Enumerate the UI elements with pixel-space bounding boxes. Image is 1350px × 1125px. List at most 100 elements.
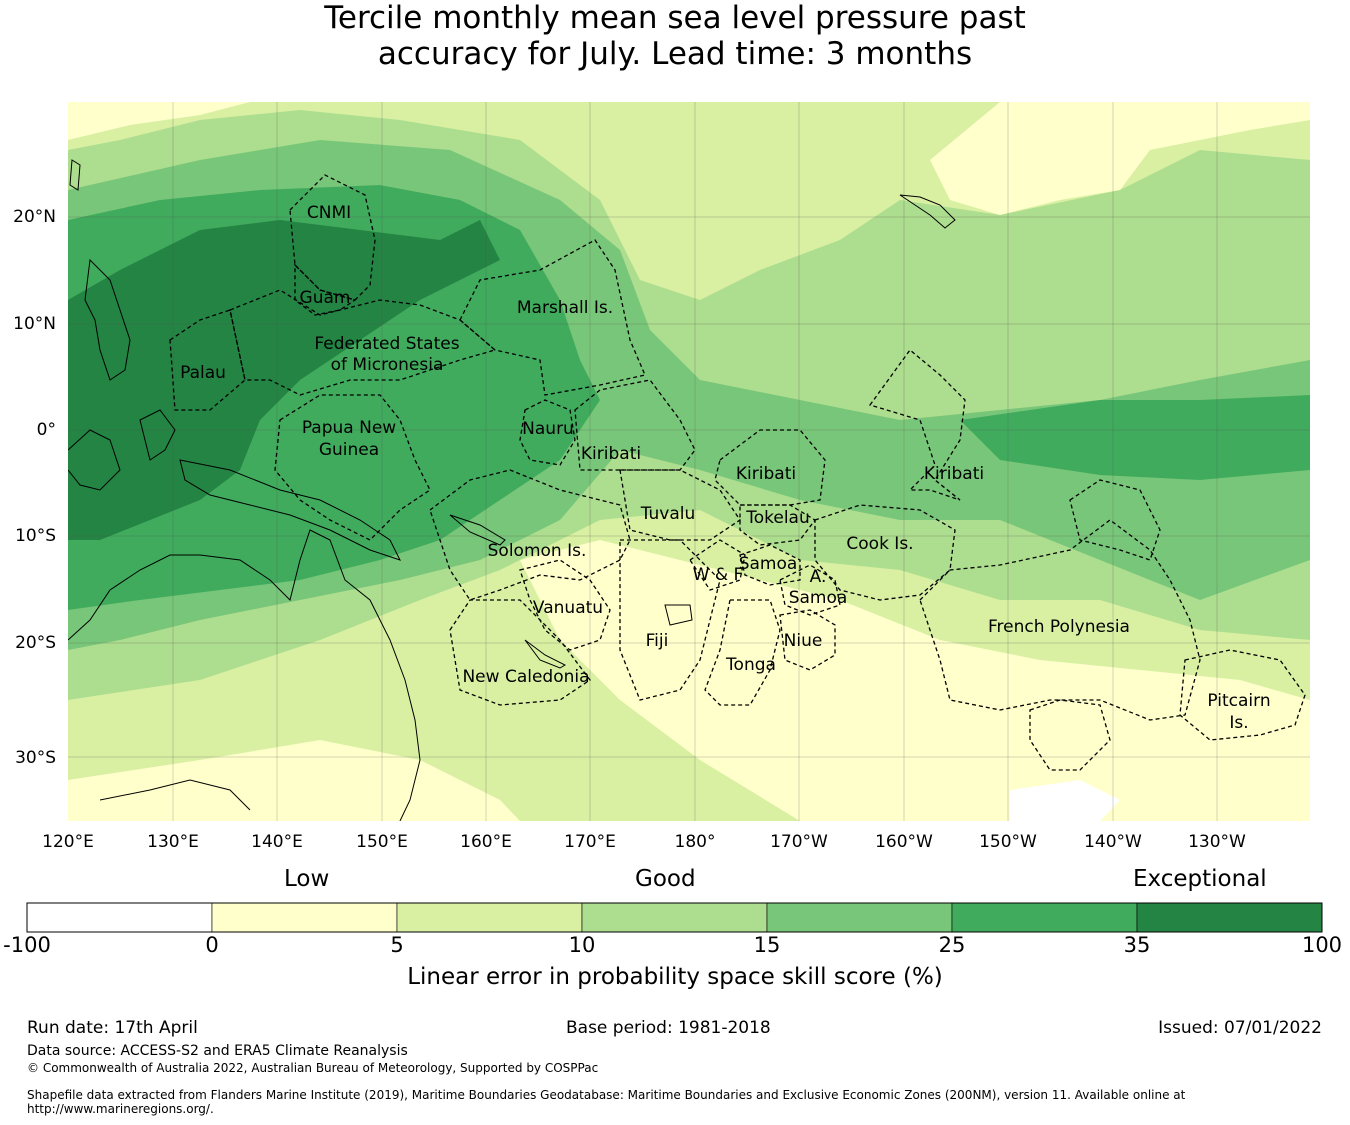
field-white-patch bbox=[1010, 780, 1120, 821]
lat-label: 20°S bbox=[15, 633, 56, 653]
field-band-6 bbox=[68, 220, 500, 540]
eez-french-polynesia bbox=[919, 519, 1201, 721]
region-label: Samoa bbox=[739, 554, 798, 574]
coast-philippines bbox=[84, 258, 131, 381]
lat-label: 30°S bbox=[15, 748, 56, 768]
region-label: of Micronesia bbox=[331, 355, 444, 375]
region-label: A. bbox=[810, 567, 827, 587]
coast-hawaii bbox=[899, 194, 956, 229]
eez-pitcairn bbox=[1179, 649, 1306, 741]
region-label: New Caledonia bbox=[462, 667, 589, 687]
region-label: Kiribati bbox=[736, 464, 796, 484]
region-label: French Polynesia bbox=[988, 617, 1130, 637]
lat-label: 0° bbox=[37, 420, 56, 440]
lon-label: 140°E bbox=[251, 832, 303, 852]
shapefile-line-1: Shapefile data extracted from Flanders M… bbox=[27, 1088, 1186, 1102]
field-south-yellow bbox=[520, 540, 1310, 821]
region-label: Guam bbox=[300, 288, 351, 308]
colorbar-segment bbox=[951, 902, 1138, 933]
eez-niue bbox=[779, 609, 836, 671]
eez-solomon bbox=[429, 469, 631, 601]
coast-taiwan bbox=[69, 159, 81, 191]
eez-cnmi bbox=[289, 174, 376, 301]
eez-marshall bbox=[459, 239, 646, 396]
copyright: © Commonwealth of Australia 2022, Austra… bbox=[27, 1061, 599, 1075]
eez-samoa bbox=[739, 544, 801, 586]
eez-kiribati-east bbox=[1069, 479, 1161, 561]
issued-date: Issued: 07/01/2022 bbox=[1158, 1018, 1322, 1038]
region-label: Kiribati bbox=[581, 444, 641, 464]
lon-label: 120°E bbox=[42, 832, 94, 852]
coast-tasmania bbox=[99, 779, 251, 811]
title-line-2: accuracy for July. Lead time: 3 months bbox=[377, 36, 973, 72]
region-label: Vanuatu bbox=[533, 598, 603, 618]
cat-good: Good bbox=[635, 866, 696, 892]
eez-png bbox=[274, 394, 431, 541]
lon-label: 130°E bbox=[147, 832, 199, 852]
coast-borneo bbox=[68, 429, 121, 491]
field-sw-yellow bbox=[68, 740, 520, 821]
colorbar bbox=[26, 902, 1323, 933]
run-date: Run date: 17th April bbox=[27, 1018, 198, 1038]
region-label: Niue bbox=[784, 631, 823, 651]
lon-label: 150°W bbox=[979, 832, 1037, 852]
eez-nauru bbox=[519, 399, 576, 466]
region-label: Tuvalu bbox=[640, 504, 696, 524]
region-label: Kiribati bbox=[924, 464, 984, 484]
axis-labels: 20°N 10°N 0° 10°S 20°S 30°S 120°E 130°E 140°E 150… bbox=[13, 207, 1246, 852]
region-label: Nauru bbox=[522, 419, 574, 439]
field-east-strong bbox=[960, 395, 1310, 480]
cb-tick: 0 bbox=[205, 933, 219, 957]
shapefile-line-2: http://www.marineregions.org/. bbox=[27, 1102, 214, 1116]
chart-title: Tercile monthly mean sea level pressure … bbox=[0, 0, 1350, 72]
region-label: Federated States bbox=[314, 334, 459, 354]
coast-australia bbox=[68, 529, 421, 821]
eez-cook bbox=[814, 504, 956, 601]
region-label: Marshall Is. bbox=[517, 298, 613, 318]
eez-palau bbox=[169, 309, 246, 411]
eez-kiribati-phoenix bbox=[714, 429, 826, 506]
lat-label: 20°N bbox=[13, 207, 56, 227]
cb-tick: 10 bbox=[568, 933, 596, 957]
region-label: W & F bbox=[693, 565, 744, 585]
eez-tokelau bbox=[739, 504, 816, 546]
cat-exceptional: Exceptional bbox=[1133, 866, 1267, 892]
cb-tick: 100 bbox=[1301, 933, 1343, 957]
colorbar-segment bbox=[211, 902, 398, 933]
lat-label: 10°N bbox=[13, 314, 56, 334]
field-nw-yellow bbox=[68, 102, 250, 140]
region-label: Is. bbox=[1229, 713, 1248, 733]
cb-tick: 5 bbox=[390, 933, 404, 957]
eez-boundaries bbox=[169, 174, 1306, 771]
region-label: Cook Is. bbox=[846, 534, 913, 554]
eez-kiribati-gilbert bbox=[574, 379, 696, 471]
colorbar-segment bbox=[766, 902, 953, 933]
lon-label: 150°E bbox=[356, 832, 408, 852]
region-label: CNMI bbox=[307, 203, 351, 223]
lon-label: 130°W bbox=[1188, 832, 1246, 852]
field-ne-yellow bbox=[930, 102, 1310, 215]
eez-fsm bbox=[229, 289, 497, 396]
region-label: Fiji bbox=[646, 631, 669, 651]
colorbar-border bbox=[26, 902, 1323, 933]
lon-label: 160°W bbox=[875, 832, 933, 852]
region-label: Samoa bbox=[789, 588, 848, 608]
region-label: Palau bbox=[180, 363, 226, 383]
lon-label: 180° bbox=[675, 832, 716, 852]
colorbar-segment bbox=[26, 902, 213, 933]
colorbar-label: Linear error in probability space skill … bbox=[407, 964, 943, 990]
data-source: Data source: ACCESS-S2 and ERA5 Climate … bbox=[27, 1043, 408, 1059]
cb-tick: 25 bbox=[938, 933, 966, 957]
region-label: Tonga bbox=[725, 655, 776, 675]
coast-new-caledonia bbox=[524, 639, 567, 669]
coast-fiji bbox=[664, 604, 693, 626]
lon-label: 160°E bbox=[460, 832, 512, 852]
cb-tick: 15 bbox=[753, 933, 781, 957]
lon-label: 170°E bbox=[564, 832, 616, 852]
lat-label: 10°S bbox=[15, 526, 56, 546]
coast-new-guinea bbox=[179, 459, 401, 561]
colorbar-segment bbox=[581, 902, 768, 933]
